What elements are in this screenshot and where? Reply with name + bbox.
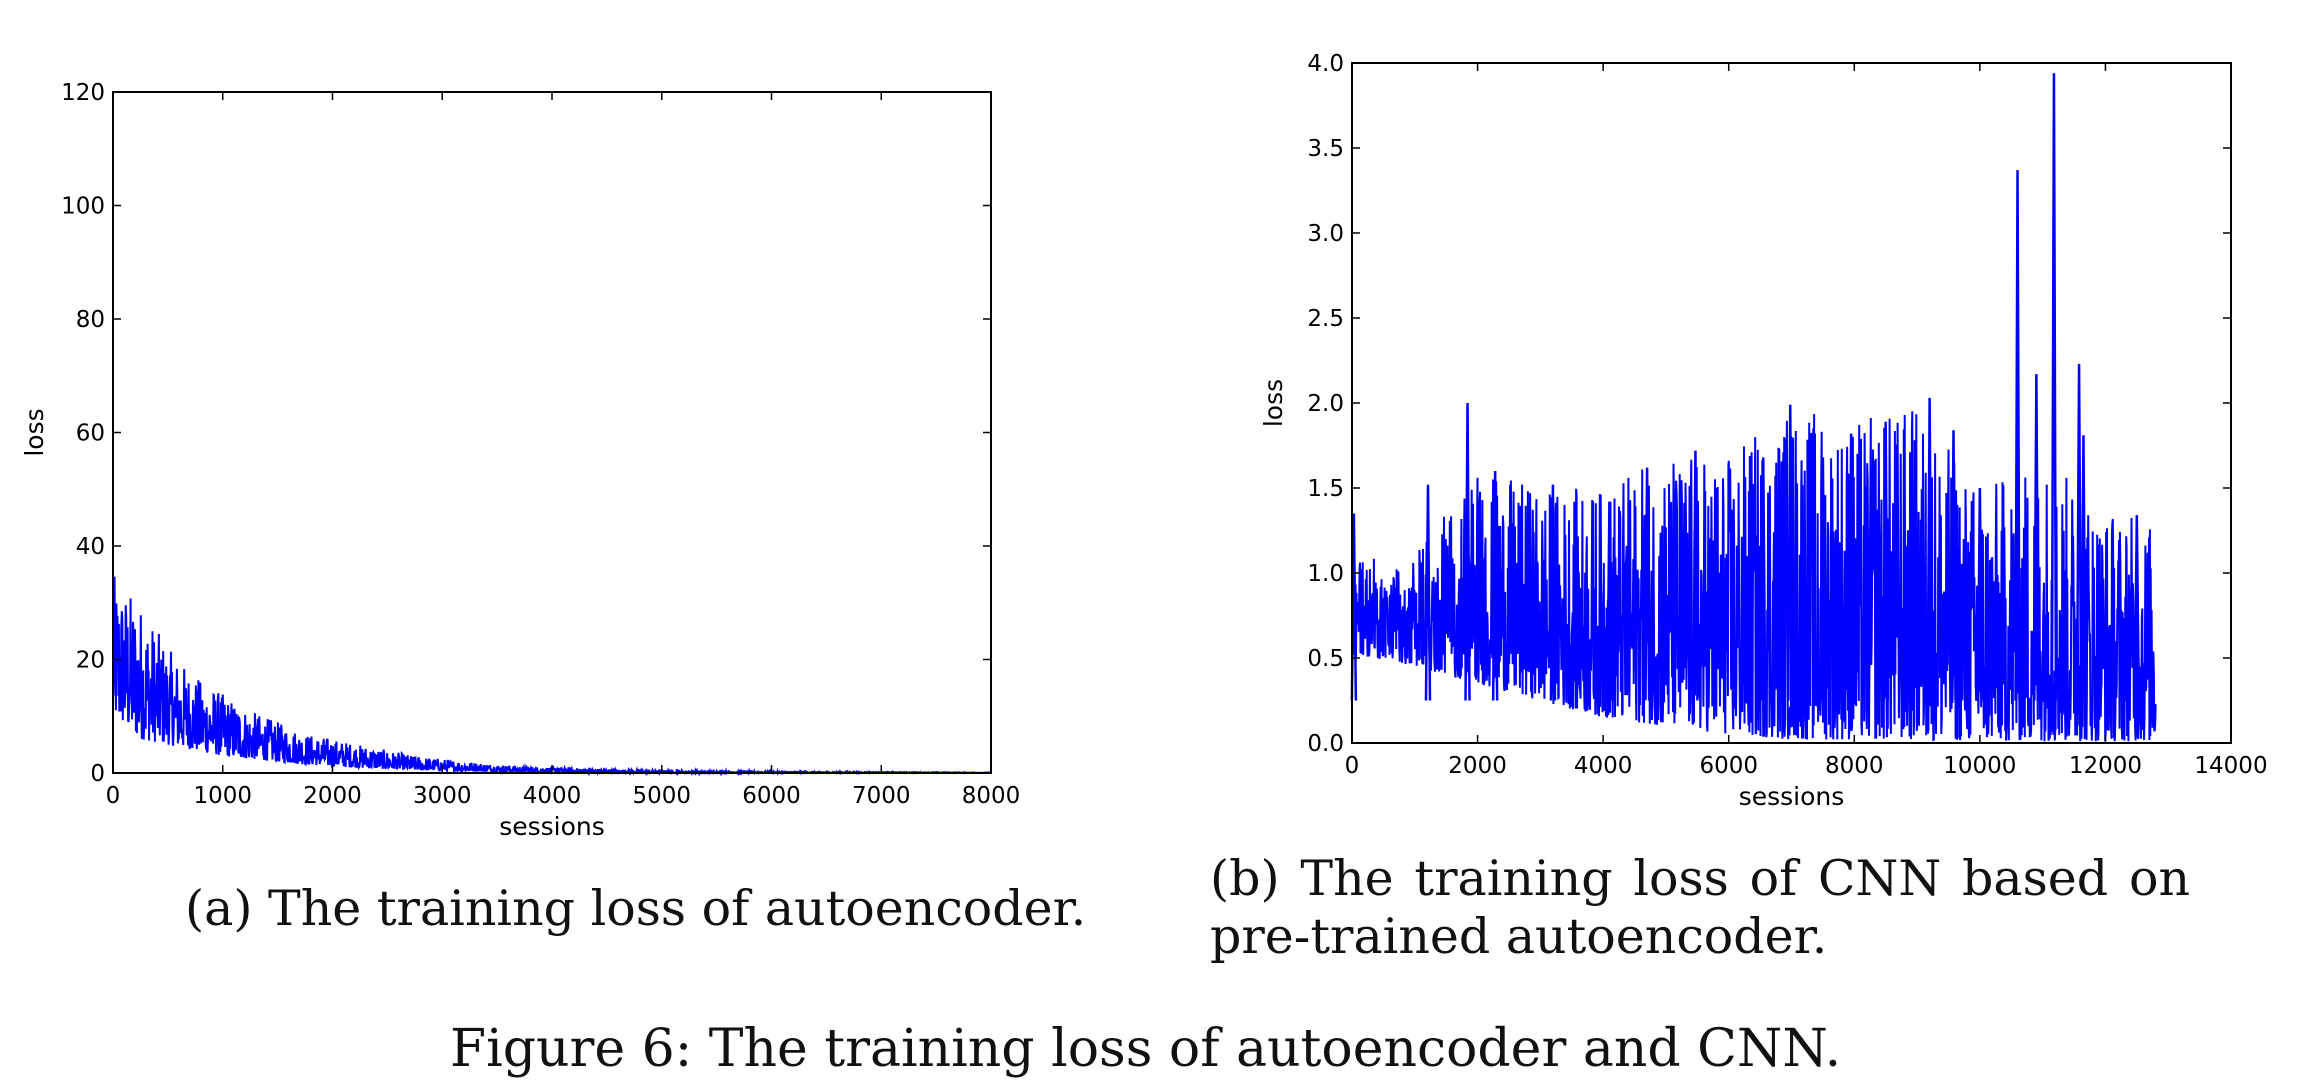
chart-a-y-tick-label: 0 — [90, 761, 105, 787]
subcaption-b: (b) The training loss of CNN based on pr… — [1210, 850, 2190, 965]
chart-b-y-tick-label: 2.5 — [1307, 306, 1344, 332]
chart-b-spike — [1950, 430, 1957, 701]
chart-a-y-tick-label: 40 — [76, 534, 105, 560]
chart-b-spike — [1926, 397, 1933, 701]
chart-b-spike — [2014, 170, 2021, 701]
chart-b-spike — [1692, 450, 1699, 701]
chart-a: 0 1000 2000 3000 4000 5000 6000 7000 8000 0 20 40 60… — [20, 80, 1021, 841]
chart-b-spike — [1491, 470, 1499, 701]
chart-b: 0 2000 4000 6000 8000 10000 12000 14000 0.0 0.5 1.… — [1259, 51, 2268, 811]
chart-a-x-tick-label: 0 — [106, 783, 121, 809]
chart-a-x-tick-label: 7000 — [852, 783, 911, 809]
chart-b-x-tick-label: 12000 — [2069, 753, 2142, 779]
chart-b-spike — [1643, 467, 1651, 701]
chart-b-spike — [2033, 374, 2040, 701]
chart-b-y-tick-label: 4.0 — [1307, 51, 1344, 77]
chart-b-spike — [1786, 404, 1794, 701]
chart-a-x-tick-label: 1000 — [193, 783, 252, 809]
chart-a-x-tick-label: 4000 — [523, 783, 582, 809]
chart-a-x-tick-label: 6000 — [742, 783, 801, 809]
chart-b-spike — [2075, 363, 2083, 701]
chart-b-x-tick-label: 0 — [1345, 753, 1360, 779]
chart-b-x-tick-label: 10000 — [1943, 753, 2016, 779]
chart-b-spike — [2133, 515, 2141, 701]
chart-b-spike — [1976, 487, 1984, 701]
subcaption-a: (a) The training loss of autoencoder. — [185, 880, 1087, 937]
chart-b-y-tick-label: 1.5 — [1307, 476, 1344, 502]
chart-b-y-tick-label: 2.0 — [1307, 391, 1344, 417]
chart-b-spike — [1606, 501, 1613, 701]
chart-b-spike — [1847, 433, 1855, 701]
chart-b-y-tick-label: 3.0 — [1307, 221, 1344, 247]
chart-a-x-tick-label: 3000 — [413, 783, 472, 809]
chart-a-y-tick-label: 20 — [76, 648, 105, 674]
chart-b-y-tick-label: 0.5 — [1307, 646, 1344, 672]
chart-b-x-tick-label: 6000 — [1699, 753, 1758, 779]
chart-a-x-tick-label: 2000 — [303, 783, 362, 809]
chart-b-x-tick-label: 14000 — [2194, 753, 2267, 779]
chart-b-y-axis-label: loss — [1259, 379, 1288, 427]
chart-b-y-tick-label: 3.5 — [1307, 136, 1344, 162]
chart-a-y-tick-label: 100 — [61, 194, 105, 220]
chart-b-x-tick-label: 4000 — [1574, 753, 1633, 779]
chart-b-spike — [1760, 457, 1767, 701]
chart-b-x-tick-label: 2000 — [1448, 753, 1507, 779]
chart-a-x-tick-label: 8000 — [962, 783, 1021, 809]
chart-b-spike — [2080, 435, 2087, 701]
chart-a-x-axis-label: sessions — [499, 812, 605, 841]
chart-b-spike — [1882, 421, 1889, 701]
chart-b-spike — [2050, 73, 2058, 701]
chart-b-y-tick-label: 1.0 — [1307, 561, 1344, 587]
chart-b-spike — [1549, 484, 1557, 701]
chart-b-spike — [1819, 457, 1827, 701]
figure-caption: Figure 6: The training loss of autoencod… — [450, 1019, 1842, 1079]
chart-b-x-axis-label: sessions — [1739, 782, 1845, 811]
chart-b-series-line — [1351, 411, 2157, 742]
chart-a-y-tick-label: 80 — [76, 307, 105, 333]
chart-a-y-axis-label: loss — [20, 408, 49, 456]
chart-a-y-tick-label: 60 — [76, 421, 105, 447]
chart-b-spike — [1464, 402, 1471, 701]
chart-b-spike — [1424, 484, 1432, 701]
chart-a-x-tick-label: 5000 — [632, 783, 691, 809]
chart-b-y-tick-label: 0.0 — [1307, 731, 1344, 757]
chart-b-x-tick-label: 8000 — [1825, 753, 1884, 779]
chart-a-y-tick-label: 120 — [61, 80, 105, 106]
